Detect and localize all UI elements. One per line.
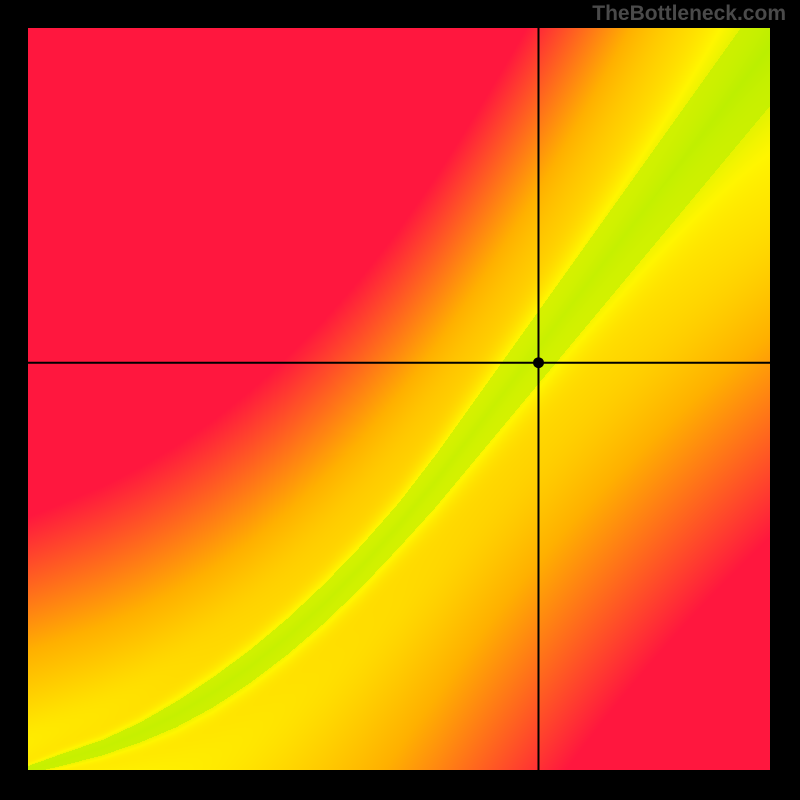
heatmap-canvas <box>28 28 770 770</box>
watermark-text: TheBottleneck.com <box>592 2 786 26</box>
heatmap-plot <box>28 28 770 770</box>
